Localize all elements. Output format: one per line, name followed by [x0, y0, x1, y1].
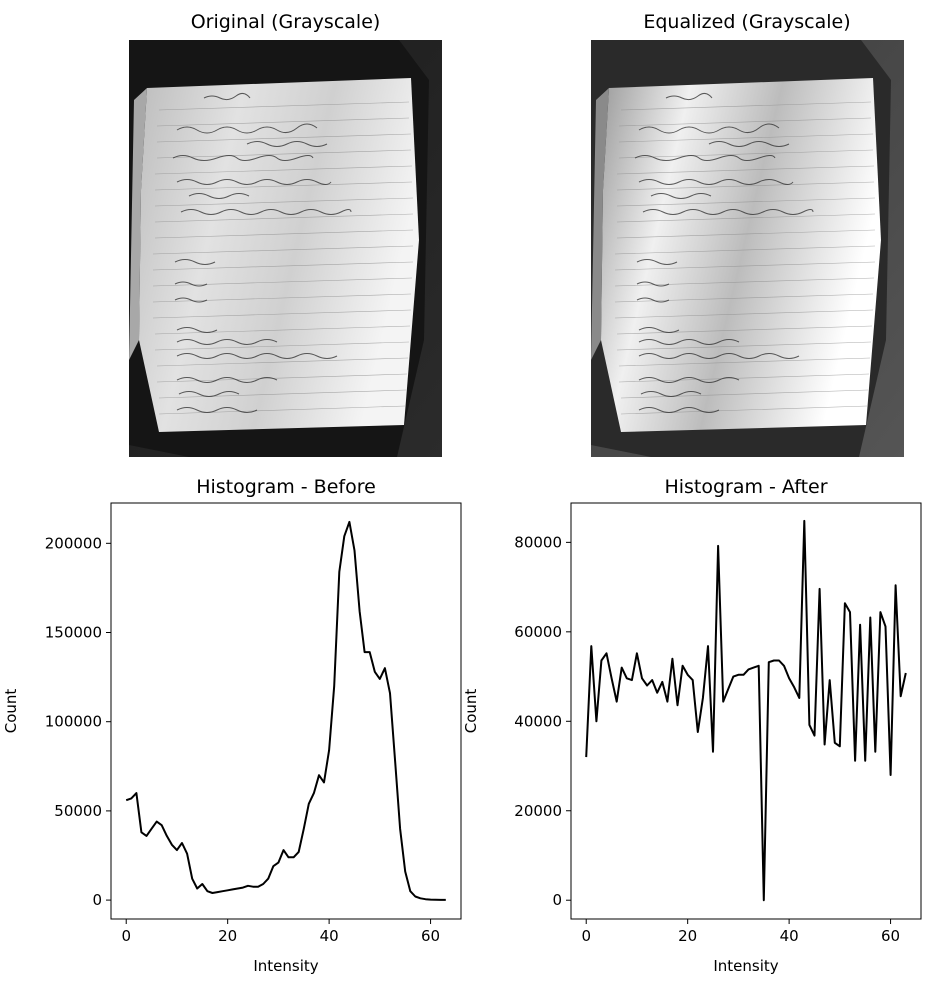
x-tick-label: 40 [320, 927, 339, 945]
y-tick-label: 0 [92, 891, 102, 909]
y-axis-label: Count [462, 689, 480, 734]
histogram-before-line [125, 520, 446, 901]
y-tick-label: 100000 [45, 713, 102, 731]
x-axis-label: Intensity [713, 957, 778, 975]
y-axis-label: Count [2, 689, 20, 734]
y-tick-label: 150000 [45, 624, 102, 642]
original-image-title: Original (Grayscale) [191, 11, 381, 33]
plot-frame [110, 502, 462, 920]
histogram-after-title: Histogram - After [664, 476, 827, 498]
y-tick-label: 50000 [54, 802, 102, 820]
histogram-before-chart: Histogram - Before 0 20 40 60 0 50000 100000 150… [2, 476, 462, 975]
histogram-after-line [585, 519, 907, 902]
y-tick-label: 80000 [514, 533, 562, 551]
x-tick-label: 0 [121, 927, 131, 945]
x-tick-label: 20 [218, 927, 237, 945]
equalized-grayscale-image [591, 40, 904, 457]
y-tick-label: 0 [552, 891, 562, 909]
x-tick-label: 40 [780, 927, 799, 945]
plot-frame [570, 502, 922, 920]
y-tick-label: 60000 [514, 623, 562, 641]
x-tick-label: 20 [678, 927, 697, 945]
x-axis-label: Intensity [253, 957, 318, 975]
equalized-image-title: Equalized (Grayscale) [643, 11, 850, 33]
x-tick-label: 60 [421, 927, 440, 945]
y-tick-label: 20000 [514, 802, 562, 820]
y-tick-label: 200000 [45, 534, 102, 552]
original-grayscale-image [129, 40, 442, 457]
histogram-after-chart: Histogram - After 0 20 40 60 0 20000 40000 60000… [462, 476, 922, 975]
x-tick-label: 0 [581, 927, 591, 945]
x-tick-label: 60 [881, 927, 900, 945]
histogram-before-title: Histogram - Before [196, 476, 376, 498]
y-tick-label: 40000 [514, 712, 562, 730]
